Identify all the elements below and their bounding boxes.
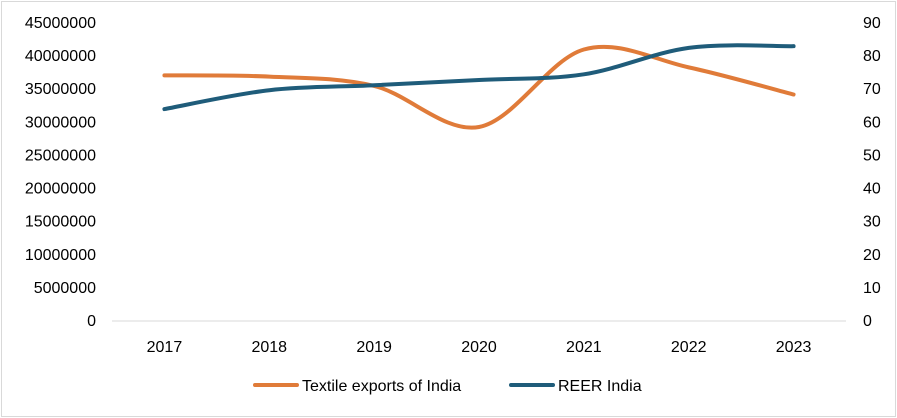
x-axis-tick-label: 2018 <box>251 339 287 356</box>
right-axis-tick-label: 60 <box>863 114 881 131</box>
x-axis-tick-label: 2017 <box>147 339 183 356</box>
right-axis-ticks: 0 10 20 30 40 50 60 70 80 90 <box>863 15 881 330</box>
series-line-reer <box>162 43 796 112</box>
left-axis-tick-label: 25000000 <box>25 147 96 164</box>
right-axis-tick-label: 90 <box>863 15 881 32</box>
left-axis-tick-label: 0 <box>87 313 96 330</box>
legend-label-textile-exports: Textile exports of India <box>302 378 461 395</box>
left-axis-tick-label: 5000000 <box>34 280 96 297</box>
x-axis-tick-label: 2022 <box>671 339 707 356</box>
right-axis-tick-label: 0 <box>863 313 872 330</box>
right-axis-tick-label: 80 <box>863 48 881 65</box>
left-axis-ticks: 0 5000000 10000000 15000000 20000000 25000000… <box>25 15 96 330</box>
left-axis-tick-label: 30000000 <box>25 114 96 131</box>
x-axis-ticks: 2017 2018 2019 2020 2021 2022 2023 <box>147 339 812 356</box>
left-axis-tick-label: 20000000 <box>25 181 96 198</box>
left-axis-tick-label: 35000000 <box>25 81 96 98</box>
right-axis-tick-label: 20 <box>863 247 881 264</box>
x-axis-tick-label: 2019 <box>356 339 392 356</box>
right-axis-tick-label: 30 <box>863 214 881 231</box>
legend: Textile exports of India REER India <box>253 378 642 395</box>
legend-label-reer: REER India <box>558 378 642 395</box>
right-axis-tick-label: 50 <box>863 147 881 164</box>
x-axis-tick-label: 2021 <box>566 339 602 356</box>
x-axis-tick-label: 2020 <box>461 339 497 356</box>
x-axis-tick-label: 2023 <box>776 339 812 356</box>
right-axis-tick-label: 40 <box>863 181 881 198</box>
left-axis-tick-label: 45000000 <box>25 15 96 32</box>
right-axis-tick-label: 10 <box>863 280 881 297</box>
left-axis-tick-label: 10000000 <box>25 247 96 264</box>
left-axis-tick-label: 15000000 <box>25 214 96 231</box>
left-axis-tick-label: 40000000 <box>25 48 96 65</box>
series-lines <box>162 43 796 130</box>
right-axis-tick-label: 70 <box>863 81 881 98</box>
series-line-textile-exports <box>162 44 796 130</box>
